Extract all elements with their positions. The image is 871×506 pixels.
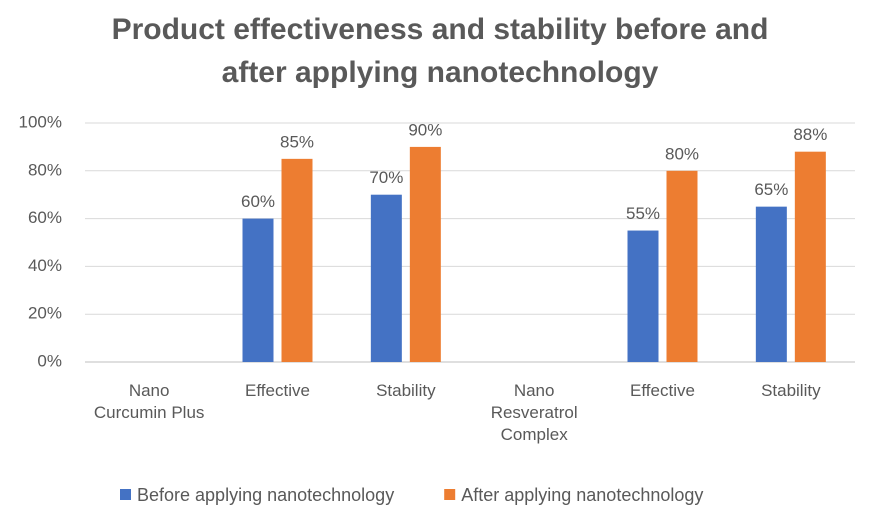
x-tick-label: Stability	[761, 381, 821, 400]
data-label: 60%	[241, 192, 275, 211]
bar	[409, 146, 441, 362]
bar	[281, 158, 313, 362]
legend-swatch	[120, 489, 131, 500]
y-tick-label: 100%	[19, 112, 62, 131]
x-tick-label: Effective	[245, 381, 310, 400]
bar	[370, 194, 402, 362]
data-label: 70%	[369, 168, 403, 187]
x-tick-label: Nano Curcumin Plus	[93, 381, 205, 422]
bar	[627, 230, 659, 362]
y-tick-label: 80%	[28, 160, 62, 179]
data-label: 65%	[754, 180, 788, 199]
x-tick-label: Effective	[630, 381, 695, 400]
y-tick-label: 40%	[28, 256, 62, 275]
y-tick-label: 20%	[28, 304, 62, 323]
legend-label: After applying nanotechnology	[461, 485, 703, 505]
y-tick-label: 60%	[28, 208, 62, 227]
chart-title: Product effectiveness and stability befo…	[111, 13, 769, 89]
bar	[755, 206, 787, 362]
data-label: 55%	[626, 204, 660, 223]
x-tick-label: Stability	[376, 381, 436, 400]
data-label: 88%	[793, 125, 827, 144]
x-tick-label: Nano Resveratrol Complex	[490, 381, 578, 444]
bar	[242, 218, 274, 362]
legend-label: Before applying nanotechnology	[137, 485, 394, 505]
data-label: 85%	[280, 132, 314, 151]
bar	[794, 151, 826, 362]
legend-swatch	[444, 489, 456, 500]
data-label: 90%	[408, 120, 442, 139]
bar	[666, 170, 698, 362]
data-label: 80%	[665, 144, 699, 163]
y-tick-label: 0%	[37, 351, 62, 370]
